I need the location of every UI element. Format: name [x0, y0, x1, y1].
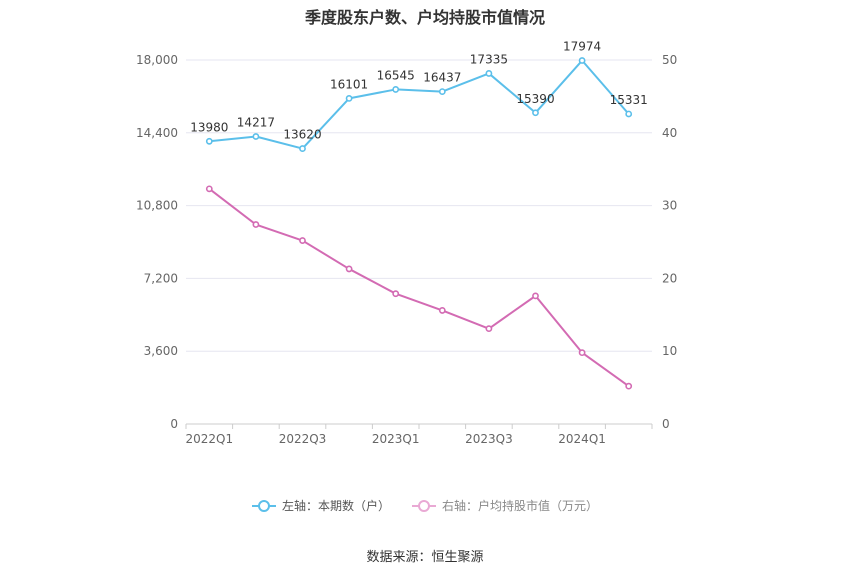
data-label: 17335: [470, 52, 508, 66]
right-axis-tick-label: 40: [662, 126, 677, 140]
legend-left-marker-icon: [251, 499, 276, 512]
right-series-point: [345, 265, 353, 273]
left-axis-tick-label: 3,600: [144, 344, 178, 358]
left-series-point: [532, 109, 539, 117]
right-series-point: [485, 325, 493, 333]
right-series-line: [208, 188, 630, 387]
x-axis-tick-label: 2022Q3: [279, 432, 327, 446]
left-axis-tick-label: 18,000: [136, 53, 178, 67]
legend: 左轴：本期数（户） 右轴：户均持股市值（万元）: [0, 497, 850, 514]
right-series-point: [578, 349, 586, 357]
left-axis-tick-label: 7,200: [144, 271, 178, 285]
data-label: 16545: [377, 68, 415, 82]
left-series-point: [485, 70, 493, 77]
left-axis-tick-label: 14,400: [136, 126, 178, 140]
left-series-point: [625, 110, 633, 118]
legend-left-label: 左轴：本期数（户）: [281, 499, 390, 513]
right-series-point: [532, 292, 539, 300]
left-series-line: [209, 59, 630, 150]
left-axis-tick-label: 0: [170, 417, 178, 431]
left-series-point: [299, 145, 306, 152]
right-axis-tick-label: 30: [662, 199, 677, 213]
right-axis-tick-label: 20: [662, 271, 677, 285]
legend-right-marker-icon: [412, 499, 436, 512]
data-label: 16437: [423, 71, 461, 85]
x-axis-tick-label: 2023Q1: [372, 432, 420, 446]
right-series-point: [392, 290, 400, 298]
right-series-point: [252, 221, 260, 228]
data-source-note: 数据来源：恒生聚源: [366, 550, 484, 565]
left-series-point: [345, 95, 353, 102]
x-axis-tick-label: 2023Q3: [465, 432, 513, 446]
data-label: 15331: [610, 93, 648, 107]
right-axis-tick-label: 10: [662, 344, 677, 358]
left-series-point: [578, 57, 586, 64]
data-label: 13620: [283, 128, 321, 142]
legend-item-left-series[interactable]: 左轴：本期数（户）: [251, 497, 390, 514]
right-axis-tick-label: 0: [662, 417, 670, 431]
x-axis-tick-label: 2024Q1: [558, 432, 606, 446]
legend-item-right-series[interactable]: 右轴：户均持股市值（万元）: [412, 497, 598, 514]
right-series-point: [625, 382, 633, 390]
right-series-point: [299, 237, 306, 244]
left-series-point: [205, 137, 213, 145]
right-series-point: [438, 307, 446, 314]
left-series-point: [438, 88, 446, 96]
legend-right-label: 右轴：户均持股市值（万元）: [442, 499, 599, 513]
left-axis-tick-label: 10,800: [136, 199, 178, 213]
left-series-point: [392, 86, 400, 93]
data-label: 14217: [237, 116, 275, 130]
left-series-point: [252, 133, 260, 140]
x-axis-tick-label: 2022Q1: [185, 432, 233, 446]
data-label: 17974: [563, 40, 601, 54]
data-label: 16101: [330, 77, 368, 91]
data-label: 13980: [190, 120, 228, 134]
right-axis-tick-label: 50: [662, 53, 677, 67]
right-series-point: [205, 185, 213, 193]
chart-title: 季度股东户数、户均持股市值情况: [304, 8, 545, 27]
data-label: 15390: [516, 92, 554, 106]
